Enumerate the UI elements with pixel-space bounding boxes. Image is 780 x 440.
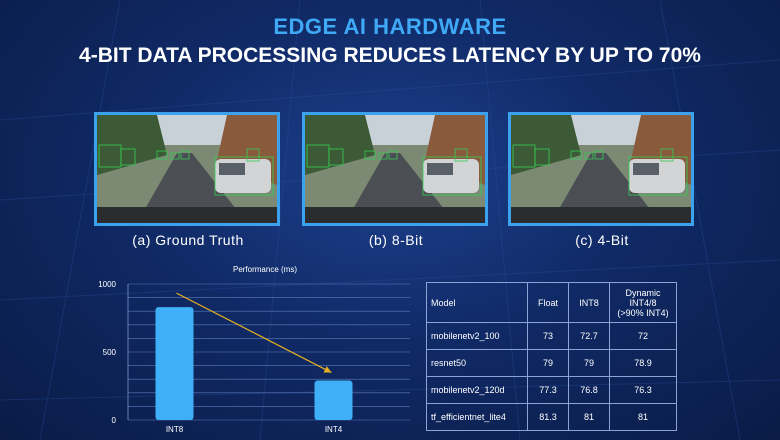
detection-box: [364, 150, 376, 160]
x-tick-label: INT8: [166, 425, 184, 434]
cell-model: mobilenetv2_100: [426, 322, 528, 350]
detection-box: [246, 148, 260, 162]
street-scene-illustration: [305, 115, 485, 223]
detection-box: [180, 150, 190, 160]
cell-model: tf_efficientnet_lite4: [426, 403, 528, 431]
accuracy-table: Model Float INT8 Dynamic INT4/8 (>90% IN…: [426, 282, 677, 431]
cell-float: 77.3: [527, 376, 569, 404]
header-int8: INT8: [568, 282, 610, 323]
cell-model: resnet50: [426, 349, 528, 377]
cell-dynamic: 78.9: [609, 349, 677, 377]
y-tick-label: 0: [112, 416, 117, 425]
detection-box: [584, 152, 594, 160]
detection-box: [388, 150, 398, 160]
x-tick-label: INT4: [325, 425, 343, 434]
detection-box: [534, 148, 550, 166]
cell-int8: 79: [568, 349, 610, 377]
caption-ground-truth: (a) Ground Truth: [132, 232, 244, 248]
header-model: Model: [426, 282, 528, 323]
cell-int8: 72.7: [568, 322, 610, 350]
cell-float: 79: [527, 349, 569, 377]
detection-box: [454, 148, 468, 162]
detection-box: [594, 150, 604, 160]
cell-float: 81.3: [527, 403, 569, 431]
y-tick-label: 500: [103, 348, 117, 357]
y-tick-label: 1000: [98, 280, 116, 289]
table-row: tf_efficientnet_lite4 81.3 81 81: [426, 403, 677, 431]
cell-float: 73: [527, 322, 569, 350]
detection-box: [628, 156, 688, 196]
cell-int8: 76.8: [568, 376, 610, 404]
detection-box: [156, 150, 168, 160]
table-header-row: Model Float INT8 Dynamic INT4/8 (>90% IN…: [426, 282, 677, 323]
table-row: mobilenetv2_120d 77.3 76.8 76.3: [426, 376, 677, 404]
detection-box: [422, 156, 482, 196]
table-row: resnet50 79 79 78.9: [426, 349, 677, 377]
cell-model: mobilenetv2_120d: [426, 376, 528, 404]
cell-dynamic: 72: [609, 322, 677, 350]
detection-box: [328, 148, 344, 166]
street-scene-illustration: [511, 115, 691, 223]
4-bit-image: [508, 112, 694, 226]
detection-box: [660, 148, 674, 162]
chart-title: Performance (ms): [232, 265, 297, 274]
table-row: mobilenetv2_100 73 72.7 72: [426, 322, 677, 350]
header-dynamic: Dynamic INT4/8 (>90% INT4): [609, 282, 677, 323]
detection-box: [570, 150, 582, 160]
ground-truth-image: [94, 112, 280, 226]
bar-int4: [314, 380, 353, 420]
8-bit-image: [302, 112, 488, 226]
street-scene-illustration: [97, 115, 277, 223]
header-dynamic-line: Dynamic: [625, 287, 661, 298]
trend-arrow: [176, 292, 332, 374]
bar-int8: [155, 307, 194, 420]
caption-8-bit: (b) 8-Bit: [368, 232, 424, 248]
detection-box: [120, 148, 136, 166]
cell-dynamic: 81: [609, 403, 677, 431]
page-title: EDGE AI HARDWARE: [273, 14, 507, 39]
header-dynamic-line: (>90% INT4): [617, 307, 669, 318]
detection-box: [214, 156, 274, 196]
cell-int8: 81: [568, 403, 610, 431]
header-float: Float: [527, 282, 569, 323]
header-dynamic-line: INT4/8: [629, 297, 657, 308]
detection-box: [378, 152, 388, 160]
performance-chart: 0 500 1000 INT8 INT4: [98, 280, 410, 434]
page-subtitle: 4-BIT DATA PROCESSING REDUCES LATENCY BY…: [79, 44, 701, 67]
cell-dynamic: 76.3: [609, 376, 677, 404]
detection-box: [170, 152, 180, 160]
caption-4-bit: (c) 4-Bit: [575, 232, 629, 248]
